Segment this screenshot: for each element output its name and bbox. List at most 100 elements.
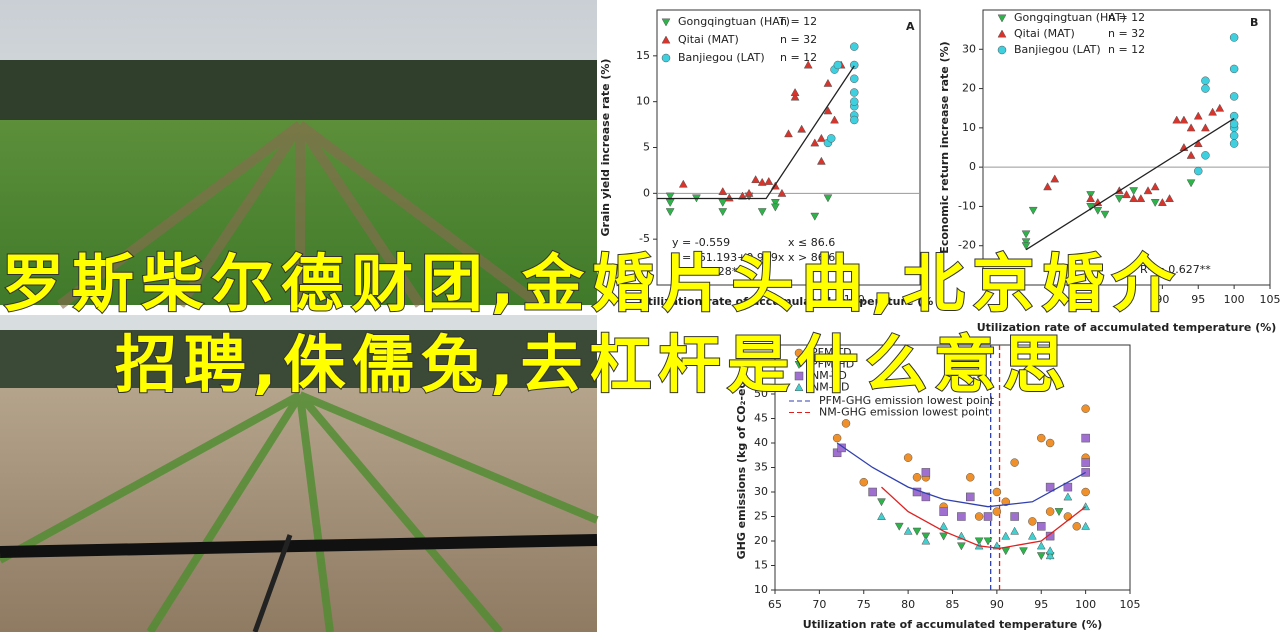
x-tick-label: 85 [946,598,960,611]
point [665,208,675,217]
fit-line [1025,117,1235,251]
point [1201,76,1210,85]
point [832,448,842,458]
y-axis-label: GHG emissions (kg of CO₂-eq) [735,376,748,560]
chart: -20 -10 0 10 20 30 90 95 100 105 Economic return i… [933,2,1280,334]
point [1114,195,1124,204]
point [790,92,800,101]
y-tick-label: 35 [754,461,768,474]
point [816,156,826,165]
chart: -5 0 5 10 15 100 Grain yield increase rate (%)… [599,2,938,327]
chart-bg [933,2,1278,327]
point [1122,190,1131,199]
point [826,134,836,143]
point [1081,521,1091,530]
point [1045,546,1055,555]
point [868,487,877,497]
point [939,507,948,516]
point [1081,433,1090,443]
photo-top [0,0,597,309]
point [956,542,966,551]
panel-label: A [906,20,915,33]
point [1201,151,1210,160]
legend-label: Banjiegou (LAT) [678,51,765,64]
legend-marker [661,53,671,63]
point [850,74,859,83]
point [974,512,984,521]
point [992,487,1002,497]
photo-bottom [0,315,599,632]
point [1143,186,1153,195]
point [1172,115,1182,124]
legend-label: PFM-TD [811,346,852,359]
point [744,188,754,197]
point [1186,123,1196,132]
chart: 10 15 20 25 30 35 40 45 50 65 70 75 80 85 90 95 100 105 GH… [725,337,1141,632]
y-tick-label: 45 [754,412,768,425]
legend-label: NM-TD [811,369,847,382]
y-tick-label: 25 [754,510,768,523]
y-tick-label: 10 [754,583,768,596]
point [833,60,843,70]
point [903,453,913,462]
point [1037,522,1046,531]
point [1186,179,1196,188]
point [751,175,761,184]
x-tick-label: 90 [990,598,1004,611]
legend-label: Qitai (MAT) [678,33,739,46]
legend-marker [794,361,804,370]
point [810,212,820,221]
annotation: R² = 0.728** [672,265,743,278]
point [1045,438,1055,448]
annotation: x ≤ 86.6 [788,236,835,249]
fit-line [881,486,1087,550]
point [939,521,949,530]
x-tick-label: 100 [844,293,865,306]
point [1208,107,1218,116]
point [777,188,787,197]
x-tick-label: 100 [1075,598,1096,611]
point [1010,458,1019,467]
point [1001,497,1010,507]
y-tick-label: -10 [958,199,976,212]
point [678,179,688,188]
y-tick-label: 30 [962,42,976,55]
legend-note: n = 12 [780,51,817,64]
x-tick-label: 70 [812,598,826,611]
point [1028,517,1037,526]
point [1054,508,1064,517]
x-axis-label: Utilization rate of accumulated temperat… [977,321,1277,334]
legend-marker [661,35,671,44]
point [803,60,813,69]
point [877,498,886,507]
point [1194,166,1203,176]
point [823,106,833,115]
point [718,199,728,208]
legend-note: n = 12 [1108,43,1145,56]
point [1086,194,1096,203]
point [1229,33,1239,42]
point [1229,64,1239,74]
point [1165,194,1174,203]
point [1037,433,1046,443]
point [832,433,842,443]
point [850,115,859,125]
point [1027,531,1037,540]
point [1129,187,1139,196]
legend-label: PFM-HD [811,358,854,371]
fit-line [657,65,855,200]
x-tick-label: 65 [768,598,782,611]
point [1063,492,1073,501]
x-tick-label: 95 [1034,598,1048,611]
legend-marker [794,382,804,391]
point [1129,194,1139,203]
y-tick-label: 50 [754,387,768,400]
point [823,194,833,203]
legend-note: n = 12 [1108,11,1145,24]
point [724,193,734,202]
point [718,208,728,217]
point [823,78,833,87]
point [1021,242,1031,251]
point [850,42,859,51]
